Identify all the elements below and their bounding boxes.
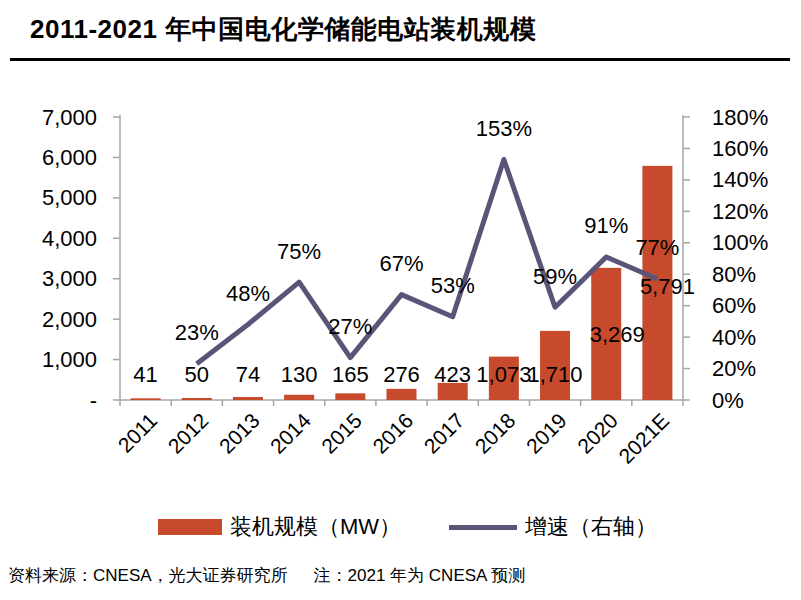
x-axis-category-label: 2014 [266,408,316,458]
bar [387,389,417,400]
legend-item-bar: 装机规模（MW） [158,512,401,542]
legend-line-swatch [449,525,517,530]
right-axis-tick-label: 60% [712,293,756,318]
right-axis-tick-label: 80% [712,262,756,287]
legend-item-line: 增速（右轴） [449,512,657,542]
legend: 装机规模（MW） 增速（右轴） [158,512,657,542]
bar-value-label: 423 [434,362,471,387]
right-axis-tick-label: 120% [712,199,768,224]
growth-value-label: 48% [226,281,270,306]
bar-value-label: 130 [281,362,318,387]
left-axis-tick-label: - [90,388,97,413]
left-axis-tick-label: 2,000 [42,307,97,332]
x-axis-category-label: 2019 [522,409,571,458]
right-axis-tick-label: 180% [712,105,768,130]
growth-value-label: 91% [584,213,628,238]
growth-value-label: 53% [431,273,475,298]
x-axis-category-label: 2016 [368,409,417,458]
right-axis-tick-label: 20% [712,356,756,381]
left-axis-tick-label: 6,000 [42,145,97,170]
x-axis-category-label: 2018 [470,409,519,458]
growth-value-label: 77% [635,235,679,260]
right-axis-tick-label: 0% [712,388,744,413]
x-axis-category-label: 2011 [113,409,161,457]
bar [284,395,314,400]
bar-value-label: 3,269 [590,322,645,347]
x-axis-category-label: 2012 [163,409,212,458]
right-axis-tick-label: 140% [712,167,768,192]
bar [182,398,212,400]
source-note: 资料来源：CNESA，光大证券研究所 注：2021 年为 CNESA 预测 [8,564,525,587]
left-axis-tick-label: 7,000 [42,105,97,130]
right-axis-tick-label: 160% [712,136,768,161]
bar-value-label: 276 [383,362,420,387]
legend-bar-label: 装机规模（MW） [230,512,401,542]
x-axis-category-label: 2015 [317,409,366,458]
legend-bar-swatch [158,519,222,535]
bar [233,397,263,400]
bar-value-label: 50 [185,362,209,387]
right-axis-tick-label: 100% [712,230,768,255]
bar [131,398,161,400]
growth-value-label: 27% [328,314,372,339]
chart-title: 2011-2021 年中国电化学储能电站装机规模 [30,12,780,47]
bar-value-label: 165 [332,362,369,387]
bar [335,393,365,400]
bar-value-label: 1,710 [528,362,583,387]
growth-value-label: 23% [175,320,219,345]
left-axis-tick-label: 3,000 [42,266,97,291]
growth-value-label: 75% [277,239,321,264]
x-axis-category-label: 2021E [614,409,673,468]
x-axis-category-label: 2013 [214,409,263,458]
growth-line [197,159,658,363]
left-axis-tick-label: 1,000 [42,347,97,372]
footer-note: 注：2021 年为 CNESA 预测 [314,566,526,585]
growth-value-label: 59% [533,264,577,289]
legend-line-label: 增速（右轴） [525,512,657,542]
x-axis-category-label: 2017 [419,409,468,458]
footer-source: 资料来源：CNESA，光大证券研究所 [8,566,288,585]
growth-value-label: 67% [379,251,423,276]
bar-value-label: 5,791 [640,274,695,299]
title-divider [10,58,790,61]
right-axis-tick-label: 40% [712,325,756,350]
bar-value-label: 1,073 [476,362,531,387]
left-axis-tick-label: 4,000 [42,226,97,251]
chart-canvas: 7,000 6,000 5,000 4,000 3,000 2,000 1,000 - 180%… [0,90,801,470]
growth-value-label: 153% [476,116,532,141]
bar-value-label: 74 [236,362,260,387]
bar-value-label: 41 [133,362,157,387]
left-axis-tick-label: 5,000 [42,185,97,210]
